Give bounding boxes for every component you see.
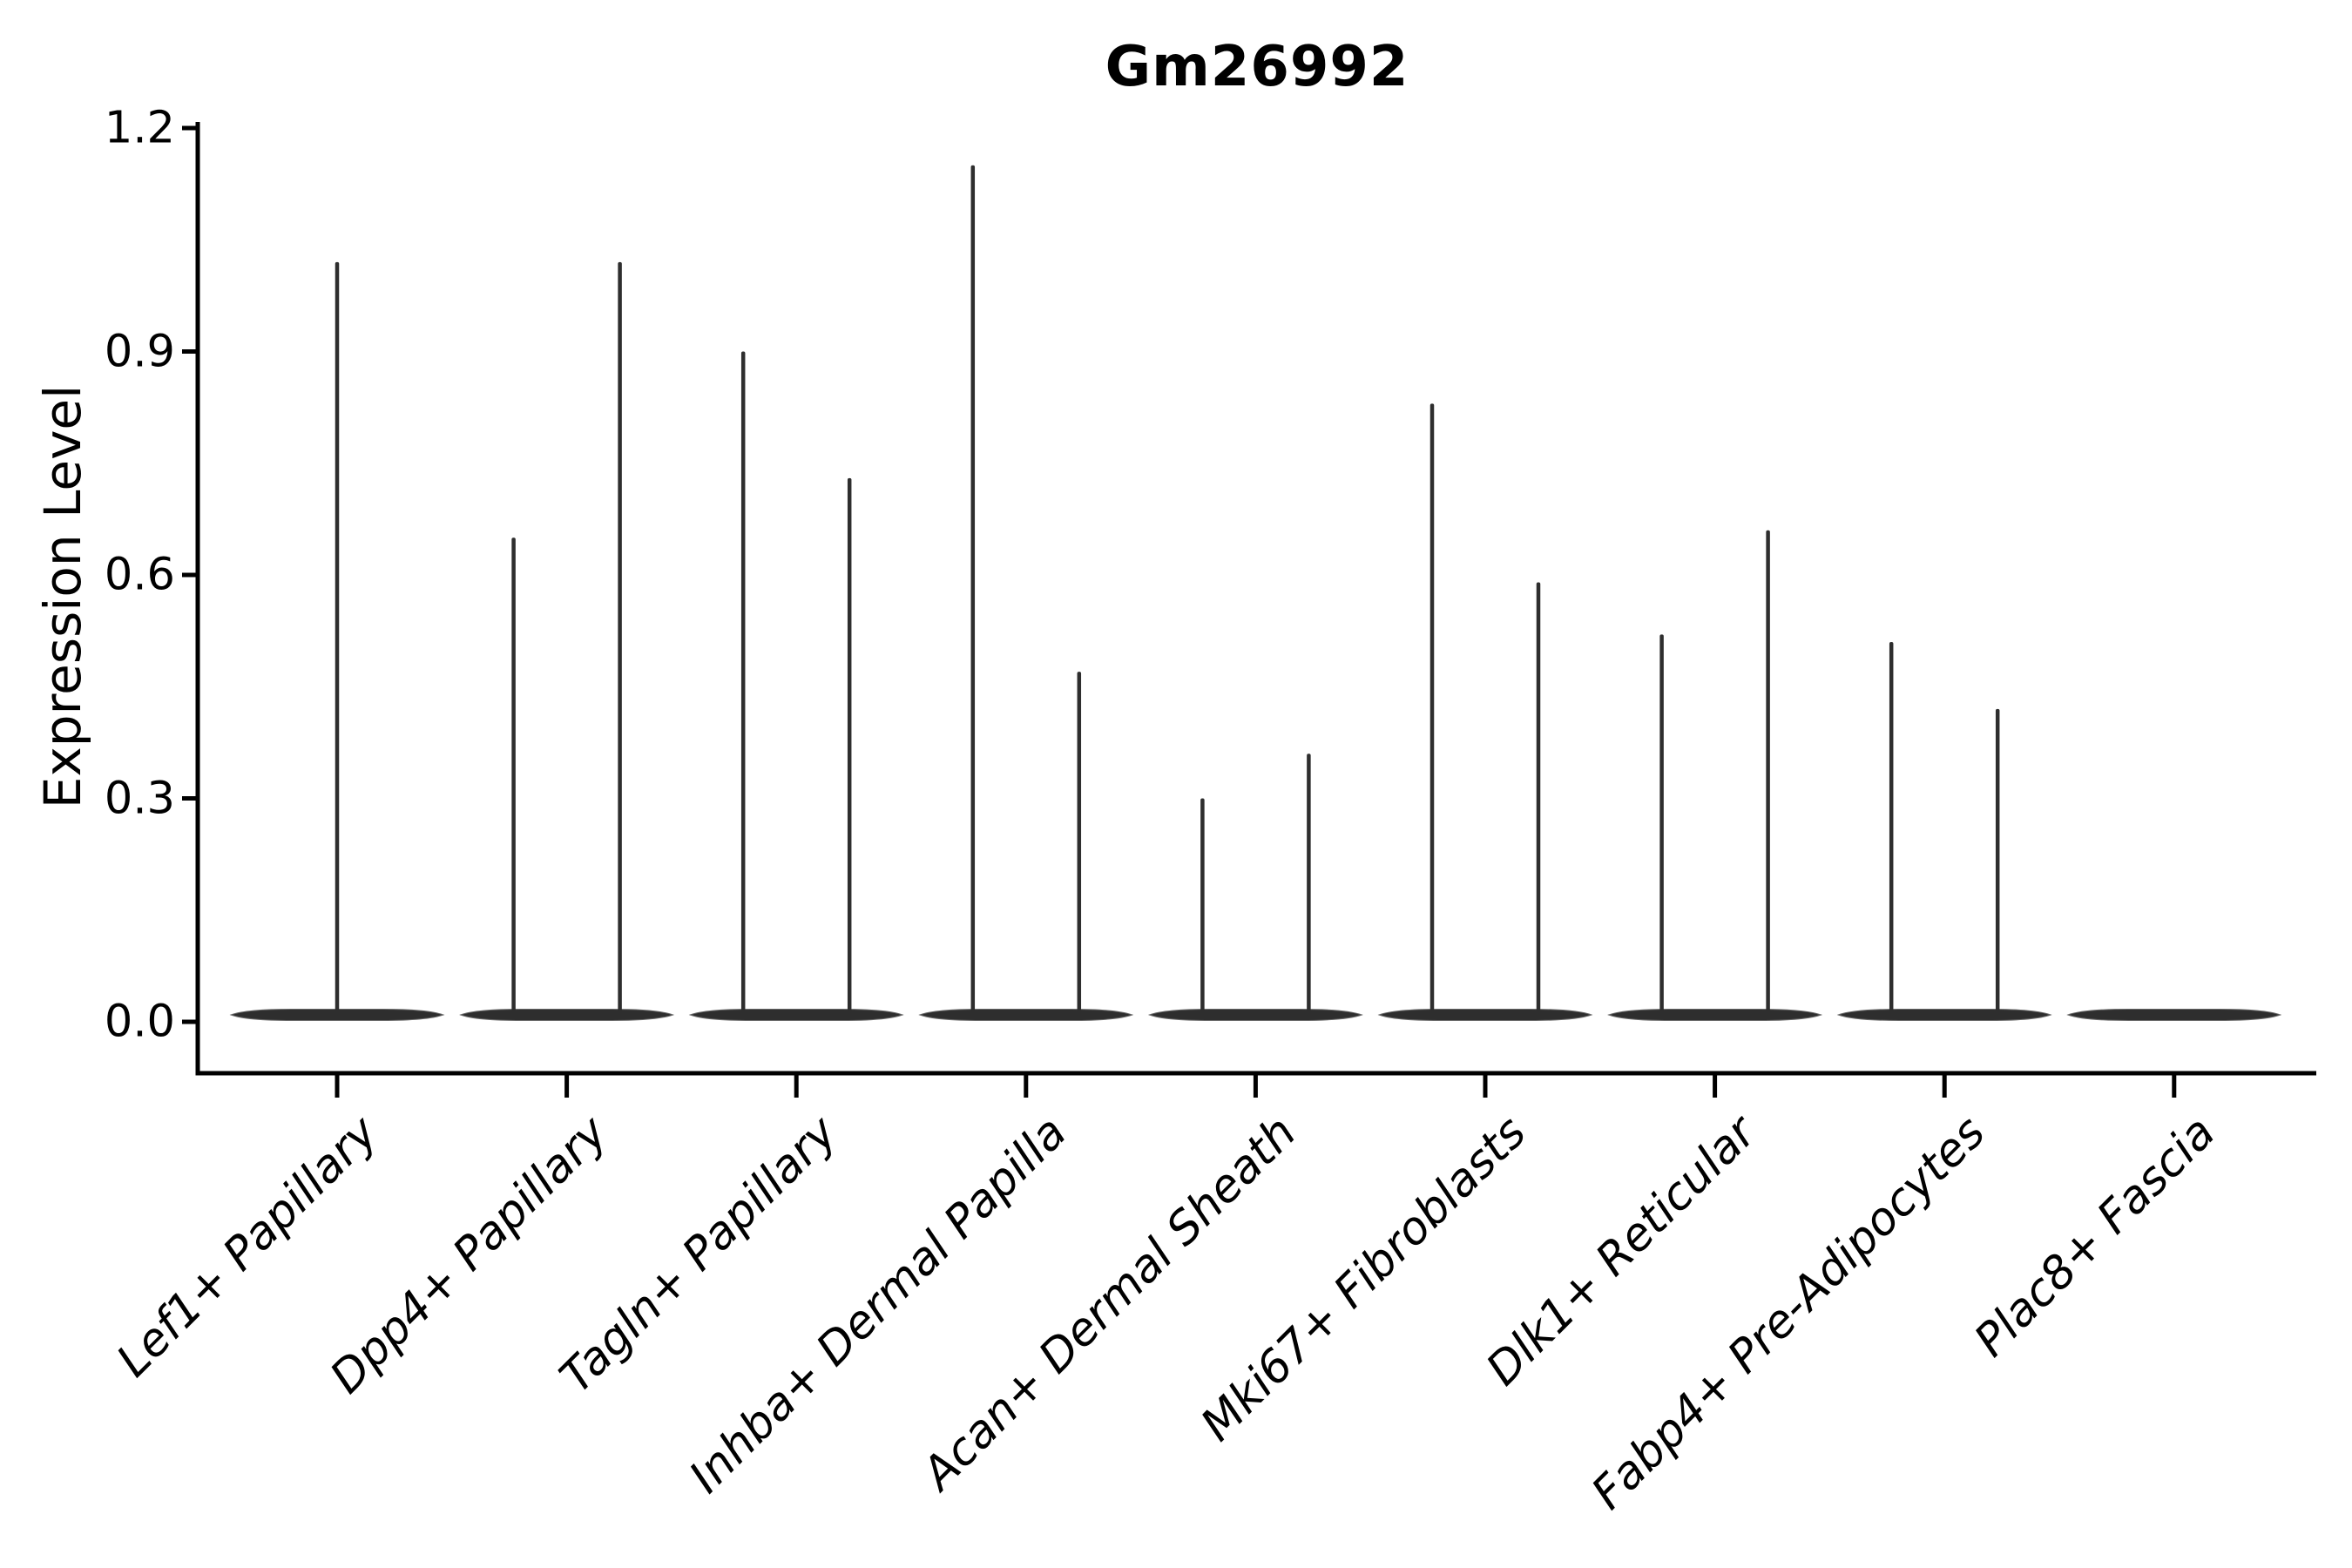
violin-spike	[1995, 708, 2000, 1012]
violin-spike	[335, 261, 340, 1012]
violin-spike	[740, 351, 746, 1012]
violin-spike	[1200, 798, 1205, 1012]
violin-body	[229, 1009, 445, 1021]
violin-spike	[1077, 672, 1082, 1012]
violin-spike	[511, 537, 516, 1012]
violin-spike	[970, 165, 976, 1012]
violin-body	[918, 1009, 1134, 1021]
y-tick-label: 0.6	[104, 549, 175, 601]
violin-spike	[847, 477, 852, 1012]
violin-body	[1836, 1009, 2052, 1021]
y-tick-label: 0.0	[104, 996, 175, 1048]
violin-spike	[1536, 582, 1541, 1012]
y-tick-label: 1.2	[104, 102, 175, 154]
violin-spike	[618, 261, 622, 1012]
violin-body	[1147, 1009, 1363, 1021]
plot-title: Gm26992	[1105, 35, 1409, 99]
violin-body	[1377, 1009, 1593, 1021]
violin-spike	[1429, 403, 1435, 1013]
violin-body	[459, 1009, 675, 1021]
y-axis-title: Expression Level	[33, 384, 92, 809]
violin-spike	[1766, 530, 1770, 1012]
violin-spike	[1307, 754, 1311, 1012]
violin-body	[1607, 1009, 1823, 1021]
y-tick-label: 0.3	[104, 773, 175, 824]
violin-body	[2066, 1009, 2282, 1021]
y-tick-label: 0.9	[104, 326, 175, 377]
violin-spike	[1659, 634, 1664, 1012]
violin-body	[688, 1009, 904, 1021]
violin-spike	[1889, 641, 1894, 1012]
